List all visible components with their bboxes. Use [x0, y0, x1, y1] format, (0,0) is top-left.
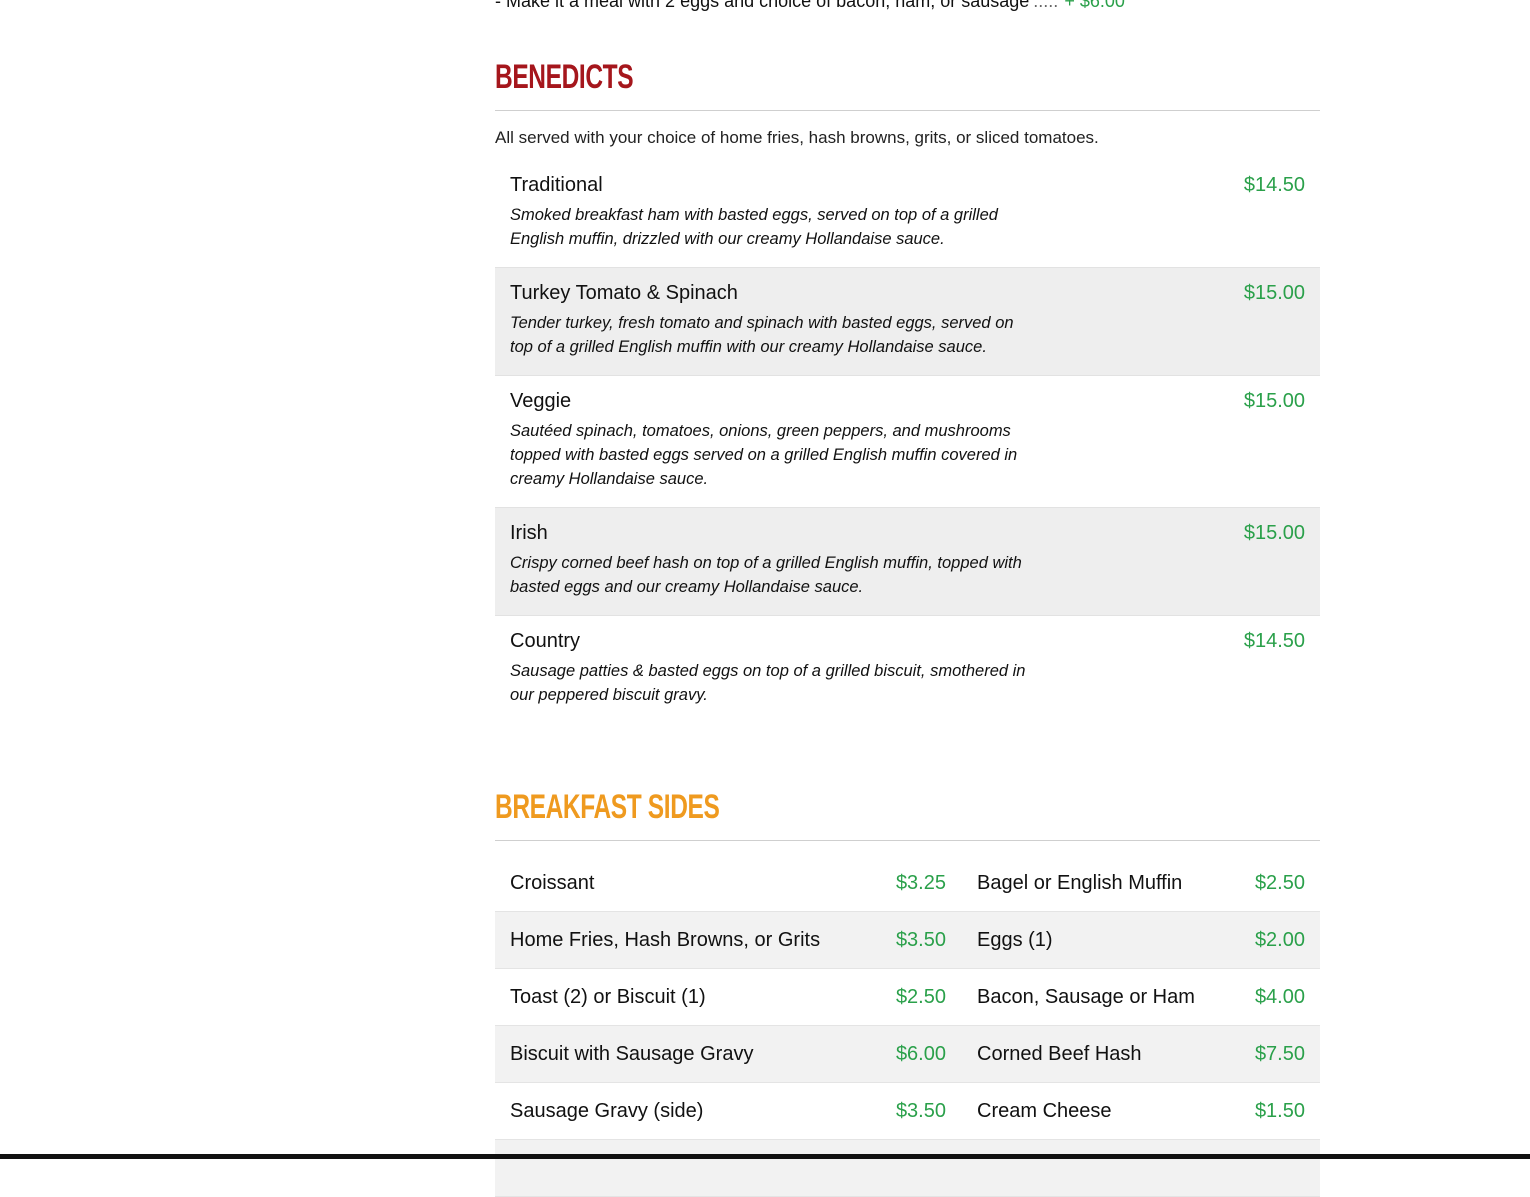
bottom-bar	[0, 1154, 1530, 1159]
side-row: Biscuit with Sausage Gravy $6.00 Corned Be…	[495, 1026, 1320, 1083]
meal-note: - Make it a meal with 2 eggs and choice …	[495, 0, 1125, 12]
item-description: Sausage patties & basted eggs on top of …	[510, 662, 1026, 704]
menu-item: Irish $15.00 Crispy corned beef hash on to…	[495, 508, 1320, 616]
divider	[495, 110, 1320, 111]
item-name: Irish	[510, 522, 548, 544]
side-price: $6.00	[895, 1043, 946, 1065]
item-name: Veggie	[510, 390, 572, 412]
side-price: $2.50	[895, 986, 946, 1008]
side-price: $3.25	[895, 872, 946, 894]
side-name: Biscuit with Sausage Gravy	[510, 1043, 754, 1065]
side-name: Home Fries, Hash Browns, or Grits	[510, 929, 821, 951]
section-intro: All served with your choice of home frie…	[495, 128, 1099, 147]
item-price: $14.50	[1243, 630, 1305, 652]
item-description: Sautéed spinach, tomatoes, onions, green…	[510, 422, 1018, 488]
item-name: Traditional	[510, 174, 603, 196]
side-name: Bacon, Sausage or Ham	[977, 986, 1195, 1008]
item-price: $14.50	[1243, 174, 1305, 196]
menu-item: Country $14.50 Sausage patties & basted eg…	[495, 616, 1320, 723]
divider	[495, 840, 1320, 841]
item-description: Tender turkey, fresh tomato and spinach …	[510, 314, 1014, 356]
side-row: Home Fries, Hash Browns, or Grits $3.50 Eg…	[495, 912, 1320, 969]
side-name: Corned Beef Hash	[977, 1043, 1142, 1065]
side-name: Cream Cheese	[977, 1100, 1112, 1122]
item-price: $15.00	[1243, 282, 1305, 304]
side-name: Sausage Gravy (side)	[510, 1100, 704, 1122]
sides-table: Croissant $3.25 Bagel or English Muffin $2.…	[495, 855, 1320, 1197]
note-price: + $6.00	[1064, 0, 1125, 11]
menu-item: Turkey Tomato & Spinach $15.00 Tender turk…	[495, 268, 1320, 376]
side-price: $3.50	[895, 1100, 946, 1122]
side-price: $7.50	[1254, 1043, 1305, 1065]
note-dots: .....	[1033, 0, 1059, 11]
side-price: $3.50	[895, 929, 946, 951]
menu-item: Veggie $15.00 Sautéed spinach, tomatoes, o…	[495, 376, 1320, 508]
side-row: Toast (2) or Biscuit (1) $2.50 Bacon, Saus…	[495, 969, 1320, 1026]
side-price: $4.00	[1254, 986, 1305, 1008]
item-price: $15.00	[1243, 390, 1305, 412]
side-name: Croissant	[510, 872, 595, 894]
item-name: Turkey Tomato & Spinach	[510, 282, 738, 304]
note-text: - Make it a meal with 2 eggs and choice …	[495, 0, 1030, 11]
item-list: Traditional $14.50 Smoked breakfast ham wi…	[495, 160, 1320, 723]
side-name: Eggs (1)	[977, 929, 1053, 951]
side-name: Toast (2) or Biscuit (1)	[510, 986, 706, 1008]
side-price: $2.50	[1254, 872, 1305, 894]
item-name: Country	[510, 630, 581, 652]
item-description: Smoked breakfast ham with basted eggs, s…	[510, 206, 998, 248]
side-row: Sausage Gravy (side) $3.50 Cream Cheese $1.…	[495, 1083, 1320, 1140]
side-price: $2.00	[1254, 929, 1305, 951]
item-description: Crispy corned beef hash on top of a gril…	[510, 554, 1022, 596]
side-price: $1.50	[1254, 1100, 1305, 1122]
side-row	[495, 1140, 1320, 1197]
item-price: $15.00	[1243, 522, 1305, 544]
section-title: BREAKFAST SIDES	[495, 788, 720, 826]
side-row: Croissant $3.25 Bagel or English Muffin $2.…	[495, 855, 1320, 912]
side-name: Bagel or English Muffin	[977, 872, 1183, 894]
menu-item: Traditional $14.50 Smoked breakfast ham wi…	[495, 160, 1320, 268]
section-title: BENEDICTS	[495, 58, 634, 96]
